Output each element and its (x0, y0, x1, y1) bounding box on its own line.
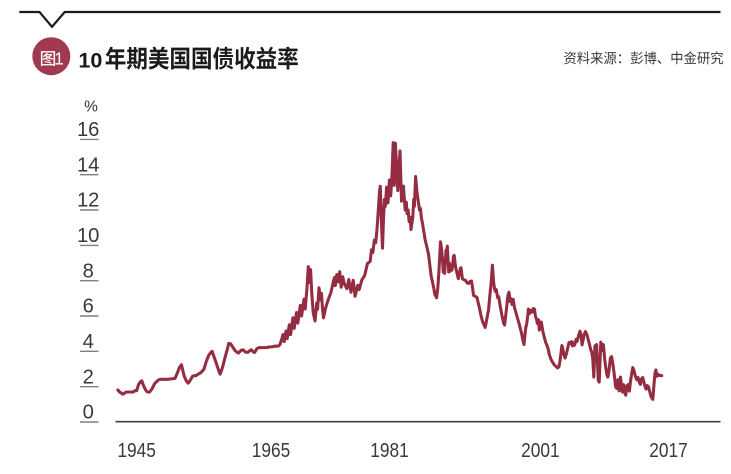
svg-text:1945: 1945 (117, 440, 156, 462)
svg-text:0: 0 (83, 402, 94, 424)
svg-text:14: 14 (77, 154, 99, 176)
svg-text:2: 2 (83, 366, 94, 388)
svg-text:2017: 2017 (649, 440, 688, 462)
svg-text:4: 4 (83, 331, 94, 353)
svg-text:16: 16 (77, 119, 99, 141)
svg-text:10: 10 (77, 225, 99, 247)
svg-text:%: % (84, 99, 98, 116)
svg-text:12: 12 (77, 190, 99, 212)
svg-text:1981: 1981 (370, 440, 409, 462)
svg-text:1965: 1965 (252, 440, 291, 462)
svg-text:10: 10 (78, 47, 102, 72)
svg-text:8: 8 (83, 260, 94, 282)
svg-text:6: 6 (83, 296, 94, 318)
svg-text:2001: 2001 (521, 440, 560, 462)
svg-text:1: 1 (54, 49, 64, 69)
